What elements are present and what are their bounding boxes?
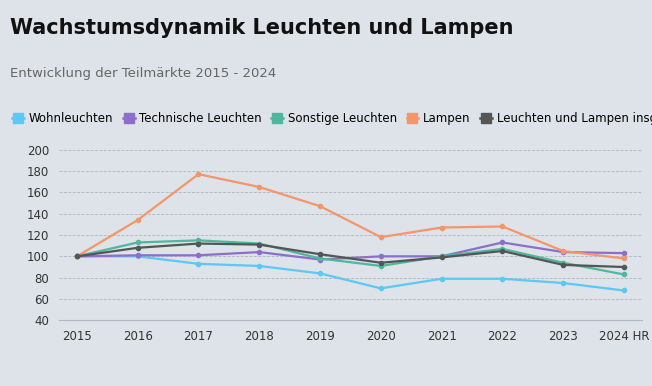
Wohnleuchten xyxy=(377,286,385,291)
Sonstige Leuchten xyxy=(499,247,507,251)
Leuchten und Lampen insgesamt xyxy=(134,245,141,250)
Wohnleuchten xyxy=(194,261,202,266)
Sonstige Leuchten xyxy=(316,256,324,261)
Line: Sonstige Leuchten: Sonstige Leuchten xyxy=(75,238,626,277)
Lampen xyxy=(499,224,507,229)
Leuchten und Lampen insgesamt xyxy=(499,249,507,253)
Technische Leuchten xyxy=(256,250,263,254)
Technische Leuchten xyxy=(377,254,385,259)
Lampen xyxy=(620,256,628,261)
Leuchten und Lampen insgesamt xyxy=(256,242,263,247)
Technische Leuchten xyxy=(316,257,324,262)
Wohnleuchten xyxy=(620,288,628,293)
Sonstige Leuchten xyxy=(194,238,202,243)
Sonstige Leuchten xyxy=(73,254,81,259)
Technische Leuchten xyxy=(194,253,202,257)
Technische Leuchten xyxy=(499,240,507,245)
Leuchten und Lampen insgesamt xyxy=(73,254,81,259)
Line: Wohnleuchten: Wohnleuchten xyxy=(75,254,626,293)
Wohnleuchten xyxy=(134,254,141,259)
Wohnleuchten xyxy=(256,264,263,268)
Technische Leuchten xyxy=(620,251,628,256)
Line: Technische Leuchten: Technische Leuchten xyxy=(75,240,626,262)
Technische Leuchten xyxy=(73,254,81,259)
Technische Leuchten xyxy=(134,253,141,257)
Sonstige Leuchten xyxy=(377,264,385,268)
Text: Entwicklung der Teilmärkte 2015 - 2024: Entwicklung der Teilmärkte 2015 - 2024 xyxy=(10,67,276,80)
Sonstige Leuchten xyxy=(256,241,263,246)
Wohnleuchten xyxy=(499,276,507,281)
Wohnleuchten xyxy=(559,281,567,285)
Lampen xyxy=(437,225,445,230)
Sonstige Leuchten xyxy=(620,272,628,277)
Legend: Wohnleuchten, Technische Leuchten, Sonstige Leuchten, Lampen, Leuchten und Lampe: Wohnleuchten, Technische Leuchten, Sonst… xyxy=(12,112,652,125)
Leuchten und Lampen insgesamt xyxy=(377,261,385,265)
Lampen xyxy=(377,235,385,239)
Sonstige Leuchten xyxy=(437,254,445,259)
Text: Wachstumsdynamik Leuchten und Lampen: Wachstumsdynamik Leuchten und Lampen xyxy=(10,18,513,38)
Lampen xyxy=(559,249,567,253)
Lampen xyxy=(316,204,324,208)
Leuchten und Lampen insgesamt xyxy=(194,241,202,246)
Lampen xyxy=(194,172,202,176)
Lampen xyxy=(256,185,263,189)
Sonstige Leuchten xyxy=(134,240,141,245)
Sonstige Leuchten xyxy=(559,261,567,265)
Leuchten und Lampen insgesamt xyxy=(437,255,445,260)
Leuchten und Lampen insgesamt xyxy=(559,262,567,267)
Line: Lampen: Lampen xyxy=(75,172,626,261)
Lampen xyxy=(73,254,81,259)
Wohnleuchten xyxy=(437,276,445,281)
Technische Leuchten xyxy=(559,250,567,254)
Line: Leuchten und Lampen insgesamt: Leuchten und Lampen insgesamt xyxy=(75,242,626,269)
Leuchten und Lampen insgesamt xyxy=(620,265,628,269)
Technische Leuchten xyxy=(437,254,445,259)
Wohnleuchten xyxy=(316,271,324,276)
Leuchten und Lampen insgesamt xyxy=(316,252,324,257)
Wohnleuchten xyxy=(73,254,81,259)
Lampen xyxy=(134,218,141,222)
